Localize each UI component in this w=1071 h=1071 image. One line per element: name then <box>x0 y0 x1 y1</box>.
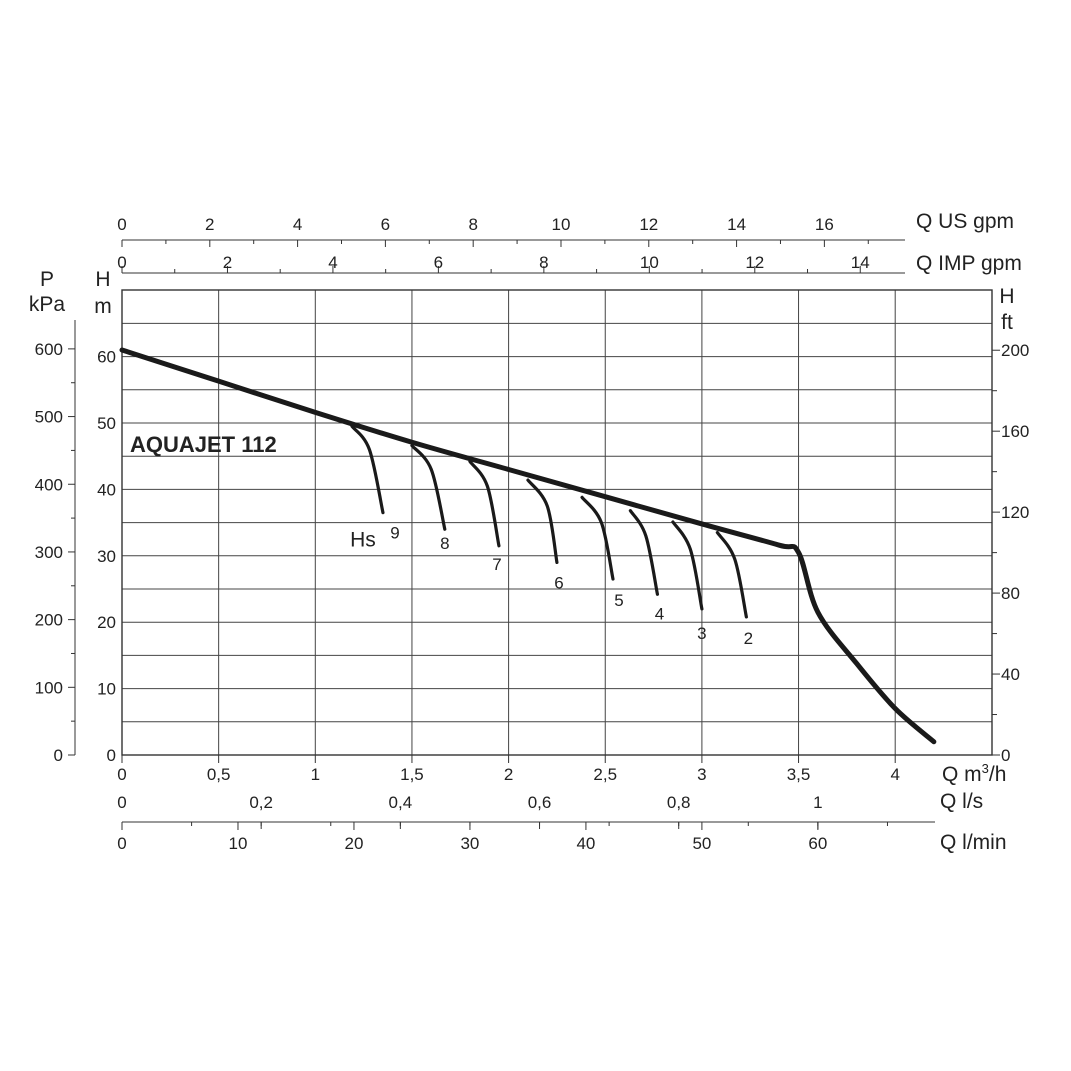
performance-curve <box>119 347 937 745</box>
suction-curve-label-9: 9 <box>390 524 399 543</box>
impgpm-tick-label: 2 <box>223 253 232 272</box>
x-tick-label: 0 <box>117 765 126 784</box>
y-tick-label: 60 <box>97 348 116 367</box>
usgpm-tick-label: 4 <box>293 215 302 234</box>
lmin-axis-label: Q l/min <box>940 831 1007 854</box>
x-axis-label: Q m3/h <box>942 761 1006 786</box>
ft-tick-label: 120 <box>1001 503 1029 522</box>
grid <box>121 289 993 756</box>
y-tick-label: 0 <box>107 746 116 765</box>
ft-tick-label: 200 <box>1001 341 1029 360</box>
suction-curve-9 <box>350 424 385 515</box>
impgpm-tick-label: 12 <box>745 253 764 272</box>
usgpm-tick-label: 0 <box>117 215 126 234</box>
lmin-tick-label: 30 <box>460 834 479 853</box>
y-tick-label: 10 <box>97 680 116 699</box>
suction-curve-4 <box>628 509 660 596</box>
x-tick-label: 1 <box>311 765 320 784</box>
usgpm-axis-label: Q US gpm <box>916 210 1014 233</box>
model-title: AQUAJET 112 <box>130 432 277 457</box>
curves <box>119 347 937 745</box>
usgpm-tick-label: 14 <box>727 215 746 234</box>
suction-curve-label-5: 5 <box>614 591 623 610</box>
suction-curve-label-6: 6 <box>554 573 563 592</box>
ft-tick-label: 40 <box>1001 665 1020 684</box>
left-axis-title-line1: H <box>95 268 110 291</box>
lmin-tick-label: 60 <box>808 834 827 853</box>
x-tick-label: 4 <box>890 765 899 784</box>
pressure-tick-label: 300 <box>35 543 63 562</box>
usgpm-tick-label: 12 <box>639 215 658 234</box>
suction-curve-3 <box>671 520 704 611</box>
suction-curve-6 <box>526 478 559 565</box>
lmin-tick-label: 50 <box>692 834 711 853</box>
usgpm-tick-label: 2 <box>205 215 214 234</box>
impgpm-tick-label: 10 <box>640 253 659 272</box>
x-tick-label: 2 <box>504 765 513 784</box>
lmin-tick-label: 10 <box>229 834 248 853</box>
pressure-tick-label: 100 <box>35 678 63 697</box>
pressure-tick-label: 0 <box>54 746 63 765</box>
ls-tick-label: 0 <box>117 793 126 812</box>
suction-curve-label-7: 7 <box>492 555 501 574</box>
impgpm-axis-label: Q IMP gpm <box>916 252 1022 275</box>
suction-height-label: Hs <box>350 529 376 552</box>
suction-curve-label-3: 3 <box>697 624 706 643</box>
impgpm-tick-label: 0 <box>117 253 126 272</box>
impgpm-tick-label: 8 <box>539 253 548 272</box>
ls-tick-label: 0,2 <box>249 793 273 812</box>
ls-axis-label: Q l/s <box>940 790 983 813</box>
x-tick-label: 0,5 <box>207 765 231 784</box>
usgpm-tick-label: 8 <box>468 215 477 234</box>
x-tick-label: 1,5 <box>400 765 424 784</box>
y-tick-label: 50 <box>97 414 116 433</box>
lmin-tick-label: 40 <box>576 834 595 853</box>
impgpm-tick-label: 14 <box>851 253 870 272</box>
left-axis-title-line2: m <box>94 295 112 318</box>
usgpm-tick-label: 10 <box>552 215 571 234</box>
impgpm-tick-label: 4 <box>328 253 337 272</box>
usgpm-tick-label: 6 <box>381 215 390 234</box>
suction-curve-8 <box>410 443 447 531</box>
lmin-tick-label: 20 <box>344 834 363 853</box>
ls-tick-label: 1 <box>813 793 822 812</box>
pressure-axis-title-line2: kPa <box>29 293 66 316</box>
pressure-tick-label: 400 <box>35 475 63 494</box>
suction-curve-label-8: 8 <box>440 534 449 553</box>
pressure-tick-label: 200 <box>35 611 63 630</box>
y-tick-label: 40 <box>97 480 116 499</box>
axes <box>68 239 1000 830</box>
ft-axis-title-line2: ft <box>1001 311 1013 334</box>
ls-tick-label: 0,6 <box>528 793 552 812</box>
pressure-tick-label: 600 <box>35 340 63 359</box>
impgpm-tick-label: 6 <box>434 253 443 272</box>
lmin-tick-label: 0 <box>117 834 126 853</box>
suction-curve-2 <box>715 530 748 619</box>
labels: 0 0,5 1 1,5 2 2,5 3 3,5 4 Q m3/h0 0,2 0,4 0,6 0,8 1 Q l… <box>29 210 1029 854</box>
suction-curve-5 <box>580 495 615 581</box>
usgpm-tick-label: 16 <box>815 215 834 234</box>
plot-frame <box>121 289 993 756</box>
x-tick-label: 3 <box>697 765 706 784</box>
ft-axis-title-line1: H <box>999 285 1014 308</box>
suction-curve-label-4: 4 <box>655 604 664 623</box>
ft-tick-label: 80 <box>1001 584 1020 603</box>
pressure-axis-title-line1: P <box>40 268 54 291</box>
ls-tick-label: 0,4 <box>389 793 413 812</box>
x-tick-label: 3,5 <box>787 765 811 784</box>
pressure-tick-label: 500 <box>35 408 63 427</box>
x-tick-label: 2,5 <box>593 765 617 784</box>
y-tick-label: 30 <box>97 547 116 566</box>
suction-curve-label-2: 2 <box>744 629 753 648</box>
ls-tick-label: 0,8 <box>667 793 691 812</box>
y-tick-label: 20 <box>97 613 116 632</box>
suction-curve-7 <box>468 459 501 548</box>
ft-tick-label: 160 <box>1001 422 1029 441</box>
ft-tick-label: 0 <box>1001 746 1010 765</box>
